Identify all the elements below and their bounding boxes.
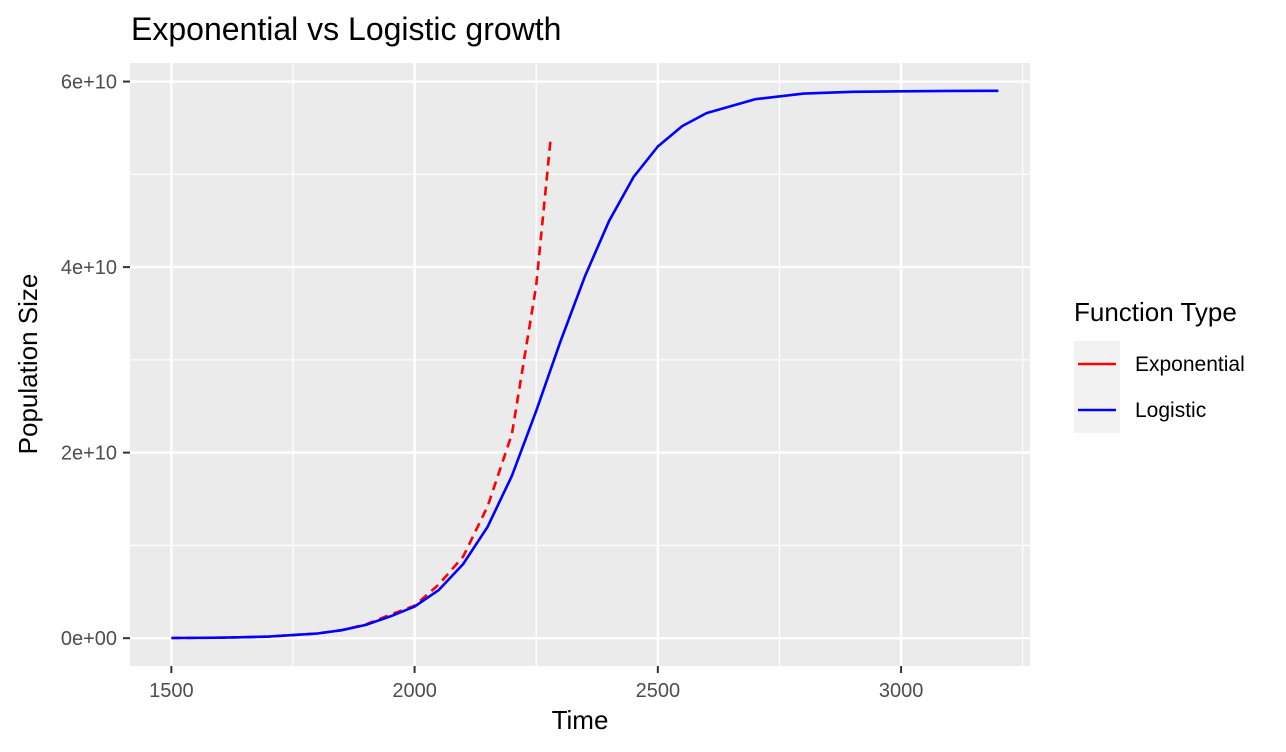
x-tick-label: 3000 xyxy=(879,680,924,702)
series-lines xyxy=(171,89,999,640)
plot-panel xyxy=(130,63,1030,666)
major-grid xyxy=(130,63,1030,666)
x-tick-label: 1500 xyxy=(149,680,194,702)
legend-label-exponential: Exponential xyxy=(1135,353,1245,376)
y-axis: 0e+00 2e+10 4e+10 6e+10 xyxy=(61,72,130,650)
y-tick-label: 2e+10 xyxy=(61,443,117,465)
y-tick-label: 6e+10 xyxy=(61,72,117,94)
minor-grid xyxy=(130,63,1030,666)
y-tick-label: 0e+00 xyxy=(61,628,117,650)
x-tick-label: 2500 xyxy=(636,680,681,702)
legend-title: Function Type xyxy=(1074,297,1237,327)
x-axis: 1500 2000 2500 3000 xyxy=(149,666,923,702)
x-tick-label: 2000 xyxy=(392,680,437,702)
legend-label-logistic: Logistic xyxy=(1135,399,1206,422)
series-line-logistic xyxy=(171,89,999,640)
y-axis-title: Population Size xyxy=(13,274,43,455)
legend: Function Type Exponential Logistic xyxy=(1074,297,1245,433)
chart-title: Exponential vs Logistic growth xyxy=(131,11,561,47)
y-tick-label: 4e+10 xyxy=(61,257,117,279)
x-axis-title: Time xyxy=(552,705,609,735)
